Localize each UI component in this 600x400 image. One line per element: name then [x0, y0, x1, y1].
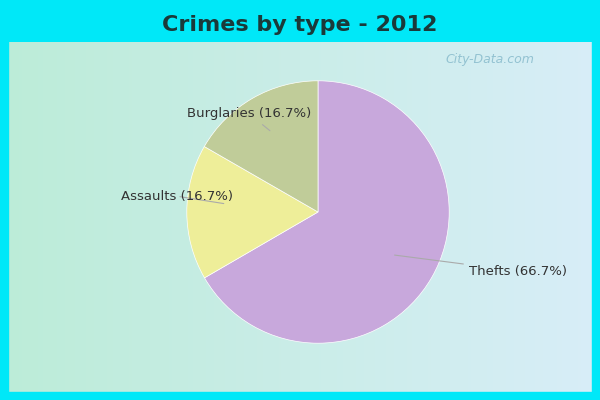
Text: Burglaries (16.7%): Burglaries (16.7%): [187, 107, 311, 131]
Text: City-Data.com: City-Data.com: [446, 54, 535, 66]
Bar: [0, 392, 600, 400]
Wedge shape: [205, 81, 449, 343]
Bar: [592, 0, 600, 400]
Bar: [0, 0, 600, 8]
Wedge shape: [205, 81, 318, 212]
Text: Thefts (66.7%): Thefts (66.7%): [395, 255, 567, 278]
Wedge shape: [187, 146, 318, 278]
Text: Assaults (16.7%): Assaults (16.7%): [121, 190, 233, 204]
Bar: [0, 0, 8, 400]
Text: Crimes by type - 2012: Crimes by type - 2012: [163, 15, 437, 35]
